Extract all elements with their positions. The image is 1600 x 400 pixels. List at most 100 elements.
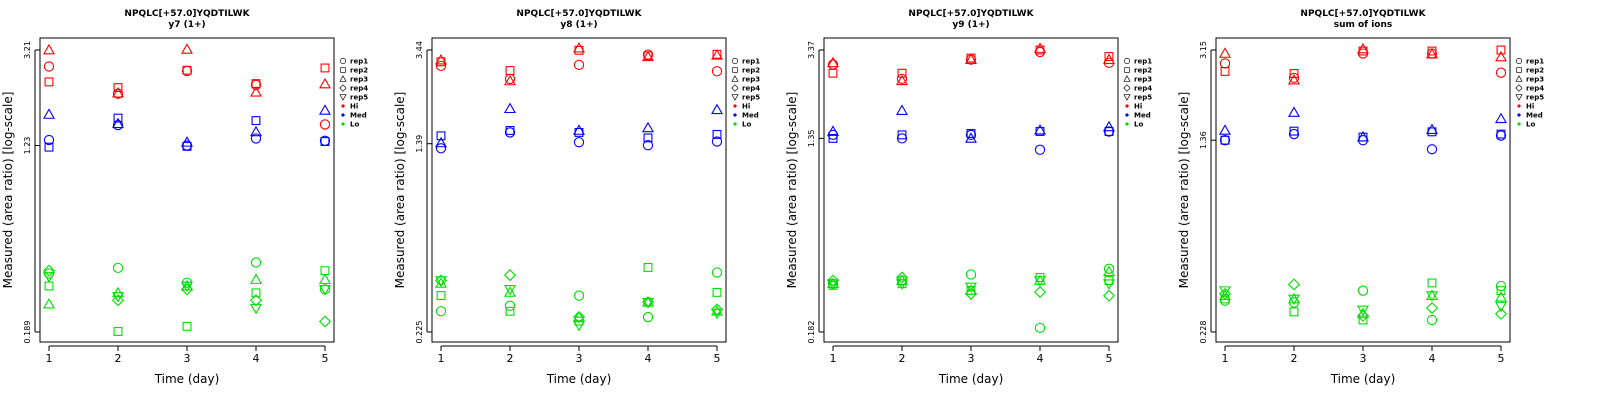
y-tick-label-bottom: 0.189 (23, 321, 32, 344)
data-point (111, 87, 125, 98)
data-point (1104, 276, 1114, 286)
data-point (320, 137, 330, 147)
legend-label: rep3 (1526, 76, 1544, 84)
data-point (828, 68, 838, 78)
legend-label: Med (1134, 112, 1151, 120)
data-point (113, 113, 123, 123)
x-tick-label: 2 (507, 352, 514, 365)
data-point (1287, 294, 1301, 306)
data-point (435, 143, 447, 154)
data-point (111, 294, 125, 307)
data-point (1496, 286, 1506, 296)
x-tick-label: 4 (645, 352, 652, 365)
data-point (964, 53, 978, 64)
data-point (503, 284, 517, 296)
data-point (642, 140, 654, 151)
data-point (319, 119, 331, 130)
data-point (1495, 67, 1507, 78)
data-point (112, 262, 124, 273)
legend-label: rep3 (742, 76, 760, 84)
data-point (1219, 295, 1231, 306)
x-tick-label: 2 (1291, 352, 1298, 365)
data-point (251, 288, 261, 298)
data-point (1035, 273, 1045, 282)
data-point (641, 297, 655, 309)
legend-label: rep4 (350, 85, 368, 93)
panel-sum-of-ions: NPQLC[+57.0]YQDTILWK sum of ions Time (d… (1177, 9, 1544, 386)
data-point (572, 310, 586, 324)
data-point (965, 129, 977, 141)
data-point (249, 125, 263, 137)
data-point (434, 136, 448, 148)
data-point (895, 104, 909, 115)
data-point (1356, 305, 1370, 317)
data-points (434, 42, 724, 332)
data-point (1425, 291, 1439, 302)
panel-title: NPQLC[+57.0]YQDTILWK (124, 9, 250, 19)
data-point (712, 287, 722, 297)
data-point (42, 297, 56, 309)
legend-label: rep2 (350, 67, 368, 75)
data-point (573, 290, 585, 301)
data-point (1495, 280, 1507, 292)
data-points (826, 42, 1116, 333)
data-point (1219, 135, 1231, 146)
data-point (1494, 291, 1508, 302)
plot-area (1215, 37, 1511, 343)
legend-label: rep1 (742, 58, 760, 66)
legend-label: rep2 (742, 67, 760, 75)
data-point (251, 116, 261, 126)
data-point (711, 267, 723, 278)
x-tick-label: 5 (714, 352, 721, 365)
legend-label: Med (350, 112, 367, 120)
data-point (1102, 120, 1116, 132)
data-point (826, 56, 840, 68)
data-point (318, 315, 332, 328)
data-point (964, 282, 978, 294)
data-point (1496, 45, 1506, 55)
data-point (42, 272, 56, 283)
data-point (641, 121, 655, 133)
legend-marker (1125, 122, 1129, 126)
legend-label: Hi (350, 103, 358, 111)
legend-label: Hi (1134, 103, 1142, 111)
data-point (1289, 126, 1299, 136)
data-point (1425, 301, 1439, 315)
legend-marker (1517, 122, 1521, 126)
data-point (1496, 129, 1506, 139)
legend-marker (1515, 94, 1523, 101)
data-point (504, 300, 516, 311)
x-tick-label: 5 (1106, 352, 1113, 365)
data-point (1356, 309, 1370, 322)
legend-marker (1123, 75, 1131, 82)
legend-marker (1515, 84, 1523, 92)
data-point (1494, 112, 1508, 124)
x-axis-label: Time (day) (546, 372, 612, 386)
legend-marker (341, 122, 345, 126)
panel-title: NPQLC[+57.0]YQDTILWK (908, 9, 1034, 19)
data-point (504, 127, 516, 138)
data-point (964, 132, 978, 143)
panel-y7: NPQLC[+57.0]YQDTILWK y7 (1+) Time (day) … (1, 9, 368, 386)
plot-area (39, 37, 335, 343)
legend-marker (1123, 84, 1131, 92)
legend-label: rep1 (1134, 58, 1152, 66)
data-point (44, 142, 54, 152)
data-point (641, 296, 655, 307)
x-tick-label: 3 (968, 352, 975, 365)
legend-label: Lo (742, 121, 751, 129)
legend-marker (733, 113, 737, 117)
x-tick-label: 2 (115, 352, 122, 365)
data-point (434, 276, 448, 287)
legend-label: Med (742, 112, 759, 120)
data-point (1425, 48, 1439, 59)
data-point (710, 103, 724, 115)
data-point (1033, 286, 1047, 299)
data-point (1495, 130, 1507, 141)
data-point (1289, 69, 1299, 78)
data-point (1494, 50, 1508, 62)
data-point (1104, 52, 1114, 61)
legend-marker (339, 84, 347, 92)
legend-marker (731, 84, 739, 92)
data-point (180, 43, 194, 54)
